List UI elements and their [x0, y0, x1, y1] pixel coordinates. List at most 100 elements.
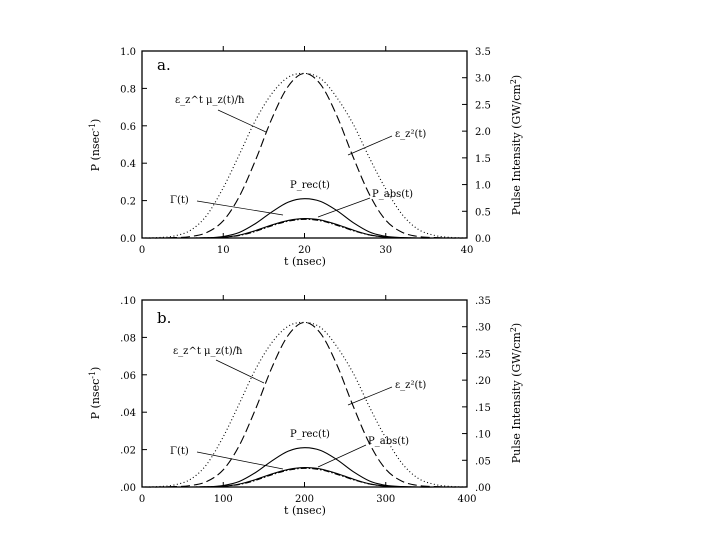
y-tick-label: 0.0: [120, 234, 136, 245]
annotation-dipole: ε_z^t μ_z(t)/ħ: [173, 346, 265, 384]
y2-tick-label: .35: [475, 296, 491, 307]
x-tick-label: 10: [217, 245, 230, 256]
plot-frame: [141, 299, 468, 488]
x-tick-label: 300: [376, 494, 395, 505]
x-tick-label: 100: [214, 494, 233, 505]
y2-tick-label: 0.0: [475, 234, 491, 245]
y-tick-label: .06: [120, 371, 136, 382]
svg-text:ε_z²(t): ε_z²(t): [395, 380, 426, 391]
y2-axis-title: Pulse Intensity (GW/cm2): [509, 323, 523, 463]
y-axis-title-end: ): [89, 119, 102, 123]
x-axis-title: t (nsec): [284, 504, 326, 517]
y2-tick-label: .30: [475, 323, 491, 334]
annotation-gamma-text: Γ(t): [170, 195, 189, 206]
annotation-prec: P_rec(t): [290, 180, 330, 191]
annotation-field-text: ε_z²(t): [395, 380, 426, 391]
y-axis-title-end: ): [89, 367, 102, 371]
y-tick-label: 0.6: [120, 122, 136, 133]
x-tick-label: 400: [457, 494, 476, 505]
y-axis-title-sup: -1: [88, 371, 97, 379]
annotation-pabs-text: P_abs(t): [368, 436, 409, 447]
y2-tick-label: .20: [475, 376, 491, 387]
leader-line: [347, 386, 393, 406]
annotation-dipole-text: ε_z^t μ_z(t)/ħ: [173, 346, 243, 357]
y-axis-title: P (nsec-1): [88, 119, 102, 172]
y2-tick-label: 2.5: [475, 100, 491, 111]
curves: [141, 321, 468, 488]
svg-text:P_rec(t): P_rec(t): [290, 180, 330, 191]
annotation-gamma: Γ(t): [170, 446, 284, 470]
y2-axis-title-sup: 2: [509, 79, 518, 84]
y2-axis-title-end: ): [510, 323, 523, 327]
svg-text:Γ(t): Γ(t): [170, 446, 189, 457]
y-tick-label: .02: [120, 446, 136, 457]
y-tick-labels: 0.0 0.2 0.4 0.6 0.8 1.0: [120, 47, 136, 245]
x-tick-label: 0: [139, 494, 145, 505]
annotation-pabs: P_abs(t): [317, 436, 409, 468]
y2-tick-label: 3.0: [475, 74, 491, 85]
leader-line: [196, 451, 284, 470]
x-tick-label: 40: [461, 245, 474, 256]
leader-line: [196, 200, 284, 216]
y-tick-label: .04: [120, 408, 136, 419]
y2-tick-label: 1.0: [475, 181, 491, 192]
annotation-prec: P_rec(t): [290, 429, 330, 440]
y-axis-title-main: P (nsec: [89, 379, 102, 420]
leader-line: [317, 197, 371, 218]
plot-frame: [141, 50, 468, 239]
annotation-prec-text: P_rec(t): [290, 180, 330, 191]
y2-tick-label: 2.0: [475, 127, 491, 138]
x-tick-labels: 0 100 200 300 400: [139, 494, 477, 505]
svg-text:P_rec(t): P_rec(t): [290, 429, 330, 440]
svg-text:ε_z^t μ_z(t)/ħ: ε_z^t μ_z(t)/ħ: [175, 95, 245, 106]
series-line: [141, 467, 468, 488]
panel-label: b.: [157, 309, 171, 327]
y-axis-title: P (nsec-1): [88, 367, 102, 420]
annotation-field: ε_z²(t): [347, 129, 426, 156]
series-line: [141, 72, 468, 239]
annotation-dipole-text: ε_z^t μ_z(t)/ħ: [175, 95, 245, 106]
y2-axis-title-main: Pulse Intensity (GW/cm: [510, 332, 523, 464]
annotation-pabs-text: P_abs(t): [372, 189, 413, 200]
y2-axis-title-end: ): [510, 75, 523, 79]
annotation-field: ε_z²(t): [347, 380, 426, 406]
curves: [141, 72, 468, 239]
y-tick-label: .10: [120, 296, 136, 307]
y2-tick-label: .05: [475, 456, 491, 467]
y2-tick-label: .15: [475, 403, 491, 414]
x-tick-labels: 0 10 20 30 40: [139, 245, 474, 256]
x-tick-label: 30: [379, 245, 392, 256]
y2-tick-label: 1.5: [475, 154, 491, 165]
panel-a: a. 0 10 20 30 40 0.0 0.2 0.4 0.6 0.8 1.0 0.0 0.5 1.…: [88, 46, 523, 268]
y2-axis-title-sup: 2: [509, 327, 518, 332]
annotation-dipole: ε_z^t μ_z(t)/ħ: [175, 95, 267, 133]
annotation-pabs: P_abs(t): [317, 189, 413, 218]
tick-marks: [141, 295, 468, 488]
series-line: [141, 321, 468, 488]
tick-marks: [141, 46, 468, 239]
y2-axis-title: Pulse Intensity (GW/cm2): [509, 75, 523, 215]
series-line: [141, 218, 467, 239]
y2-tick-label: .25: [475, 349, 491, 360]
svg-text:P_abs(t): P_abs(t): [372, 189, 413, 200]
panel-b: b. 0 100 200 300 400 .00 .02 .04 .06 .08 .10 .00.…: [88, 295, 523, 517]
annotation-gamma: Γ(t): [170, 195, 284, 216]
svg-text:Γ(t): Γ(t): [170, 195, 189, 206]
y2-tick-label: 0.5: [475, 207, 491, 218]
svg-text:P_abs(t): P_abs(t): [368, 436, 409, 447]
x-tick-label: 0: [139, 245, 145, 256]
y-tick-label: 0.4: [120, 159, 136, 170]
y-axis-title-main: P (nsec: [89, 131, 102, 172]
y-tick-label: 0.8: [120, 84, 136, 95]
y-axis-title-sup: -1: [88, 123, 97, 131]
panel-label: a.: [157, 56, 171, 74]
y2-tick-labels: 0.0 0.5 1.0 1.5 2.0 2.5 3.0 3.5: [475, 47, 491, 245]
y2-tick-label: 3.5: [475, 47, 491, 58]
y-tick-label: .08: [120, 333, 136, 344]
annotation-field-text: ε_z²(t): [395, 129, 426, 140]
svg-text:ε_z²(t): ε_z²(t): [395, 129, 426, 140]
y2-tick-labels: .00 .05 .10 .15 .20 .25 .30 .35: [475, 296, 491, 494]
leader-line: [217, 109, 267, 133]
x-axis-title: t (nsec): [284, 255, 326, 268]
